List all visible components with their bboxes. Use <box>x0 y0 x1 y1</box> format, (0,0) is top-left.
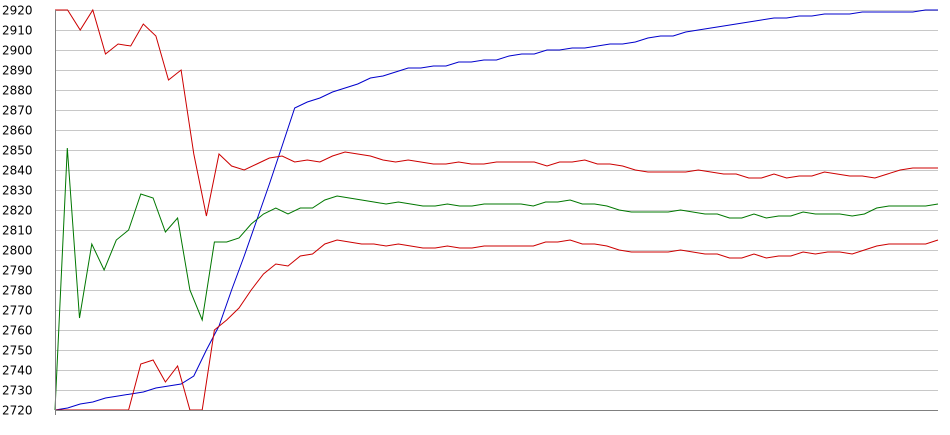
y-tick-label: 2870 <box>2 104 33 118</box>
y-tick-label: 2850 <box>2 144 33 158</box>
y-tick-label: 2860 <box>2 124 33 138</box>
y-tick-label: 2740 <box>2 364 33 378</box>
y-tick-label: 2760 <box>2 324 33 338</box>
series-line-2 <box>55 8 938 217</box>
series-line-4 <box>55 239 939 411</box>
series-line-1 <box>54 9 938 411</box>
y-tick-label: 2800 <box>2 244 33 258</box>
y-tick-label: 2770 <box>2 304 33 318</box>
y-tick-label: 2820 <box>2 204 33 218</box>
y-tick-label: 2840 <box>2 164 33 178</box>
y-tick-label: 2830 <box>2 184 33 198</box>
y-tick-label: 2810 <box>2 224 33 238</box>
y-tick-label: 2750 <box>2 344 33 358</box>
axes <box>55 10 938 415</box>
y-tick-label: 2920 <box>2 4 33 18</box>
y-tick-label: 2910 <box>2 24 33 38</box>
series-line-3 <box>54 147 939 411</box>
y-tick-label: 2880 <box>2 84 33 98</box>
y-axis-tick-labels: 2720 2730 2740 2750 2760 2770 2780 2790 2800 2810… <box>2 4 33 418</box>
y-tick-label: 2790 <box>2 264 33 278</box>
y-tick-label: 2720 <box>2 404 33 418</box>
y-tick-label: 2890 <box>2 64 33 78</box>
y-tick-label: 2900 <box>2 44 33 58</box>
gridlines <box>55 10 938 411</box>
y-tick-label: 2730 <box>2 384 33 398</box>
y-tick-label: 2780 <box>2 284 33 298</box>
